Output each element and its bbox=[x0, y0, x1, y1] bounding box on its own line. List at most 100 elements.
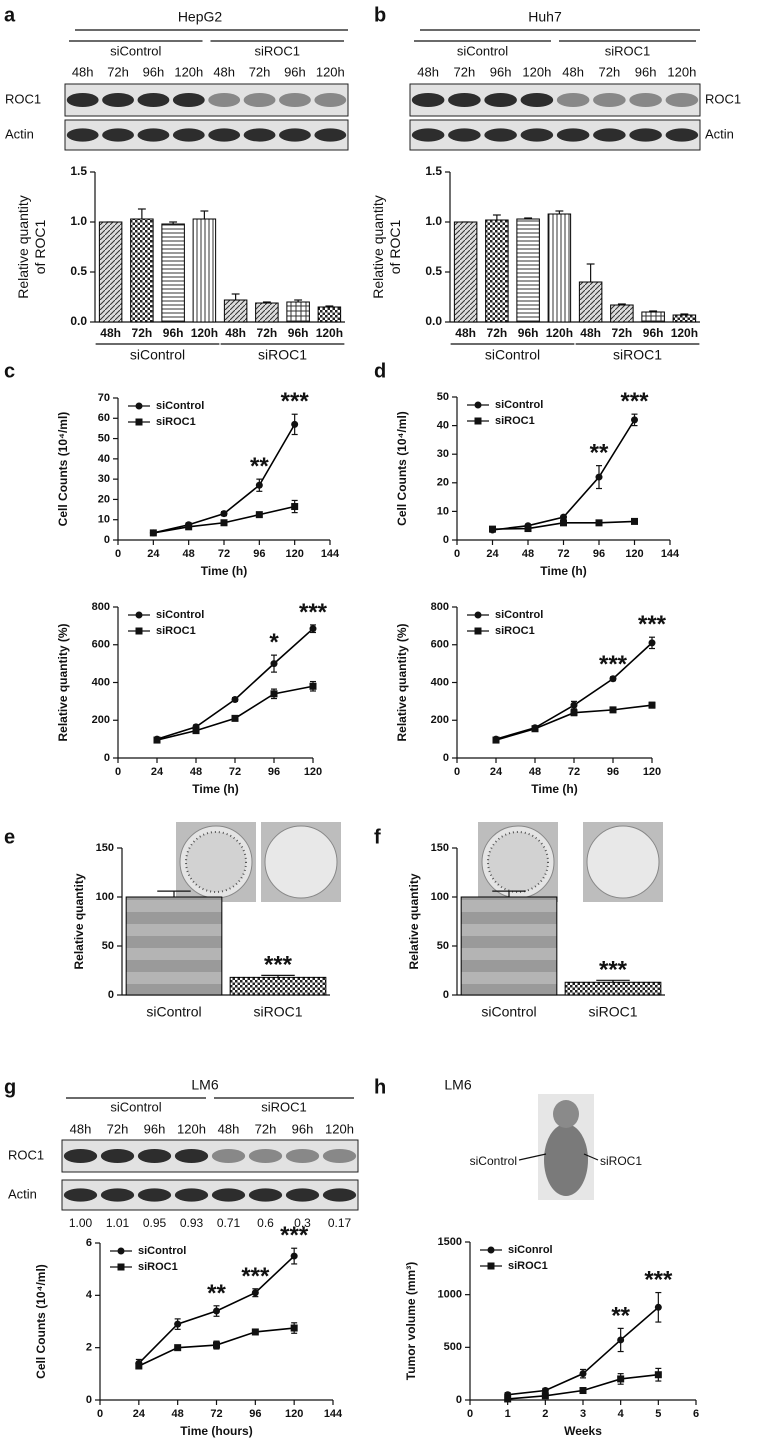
time-label: 72h bbox=[255, 1121, 277, 1136]
significance: *** bbox=[638, 611, 667, 638]
x-tick-label: 72 bbox=[229, 766, 241, 778]
blot-title: LM6 bbox=[191, 1077, 218, 1093]
x-tick-label: 0 bbox=[454, 548, 460, 560]
legend-marker bbox=[135, 611, 143, 619]
y-axis-label: Relative quantity bbox=[407, 873, 421, 969]
marker bbox=[541, 1387, 549, 1395]
time-label: 96h bbox=[490, 64, 512, 79]
legend-marker bbox=[117, 1247, 125, 1255]
x-tick-label: 72h bbox=[132, 326, 153, 340]
group-label: siROC1 bbox=[258, 347, 307, 363]
quantity-label: 0.95 bbox=[143, 1216, 167, 1230]
significance: *** bbox=[599, 651, 628, 678]
y-tick-label: 0.5 bbox=[425, 264, 442, 278]
quantity-label: 1.00 bbox=[69, 1216, 93, 1230]
marker bbox=[251, 1289, 259, 1297]
legend-marker bbox=[487, 1262, 495, 1270]
group-label: siROC1 bbox=[261, 1099, 307, 1114]
marker bbox=[524, 525, 532, 533]
marker bbox=[504, 1395, 512, 1403]
significance: * bbox=[269, 629, 279, 656]
group-label: siControl bbox=[457, 43, 508, 58]
bar bbox=[641, 311, 665, 323]
y-tick-label: 50 bbox=[98, 432, 110, 444]
y-tick-label: 800 bbox=[92, 601, 110, 613]
marker bbox=[617, 1336, 625, 1344]
band bbox=[556, 92, 590, 108]
y-tick-label: 2 bbox=[86, 1342, 92, 1354]
x-tick-label: 48h bbox=[455, 326, 476, 340]
band bbox=[285, 1148, 320, 1164]
marker bbox=[631, 517, 638, 525]
legend-label: siROC1 bbox=[156, 625, 196, 637]
legend-marker bbox=[474, 611, 482, 619]
x-tick-label: 4 bbox=[618, 1408, 625, 1420]
y-axis-label: of ROC1 bbox=[387, 220, 403, 275]
panel-label: h bbox=[374, 1076, 386, 1098]
y-tick-label: 50 bbox=[102, 940, 114, 952]
x-tick-label: 120h bbox=[191, 326, 218, 340]
panel-label: b bbox=[374, 4, 386, 26]
bar bbox=[547, 213, 572, 323]
x-tick-label: 120 bbox=[285, 548, 303, 560]
band bbox=[629, 92, 662, 108]
significance: *** bbox=[599, 956, 628, 983]
marker bbox=[492, 736, 500, 744]
y-tick-label: 6 bbox=[86, 1237, 92, 1249]
legend-label: siROC1 bbox=[508, 1260, 548, 1272]
x-axis-label: Time (h) bbox=[192, 782, 238, 796]
time-label: 120h bbox=[667, 64, 696, 79]
x-tick-label: 48 bbox=[522, 548, 534, 560]
row-label: Actin bbox=[705, 126, 734, 141]
time-label: 48h bbox=[213, 64, 235, 79]
y-tick-label: 1.5 bbox=[425, 164, 442, 178]
y-tick-label: 0.0 bbox=[70, 314, 87, 328]
marker bbox=[291, 503, 299, 511]
y-tick-label: 600 bbox=[431, 639, 449, 651]
x-axis-label: Time (h) bbox=[540, 564, 586, 578]
band bbox=[174, 1188, 209, 1202]
x-tick-label: 96h bbox=[163, 326, 184, 340]
arrow bbox=[583, 1153, 599, 1161]
y-tick-label: 0 bbox=[443, 989, 449, 1001]
band bbox=[172, 92, 205, 108]
y-tick-label: 800 bbox=[431, 601, 449, 613]
y-axis-label: Tumor volume (mm³) bbox=[404, 1262, 418, 1380]
x-tick-label: 1 bbox=[505, 1408, 511, 1420]
time-label: 72h bbox=[107, 1121, 129, 1136]
marker bbox=[255, 481, 263, 489]
band bbox=[137, 1148, 172, 1164]
x-tick-label: 2 bbox=[542, 1408, 548, 1420]
y-tick-label: 400 bbox=[431, 676, 449, 688]
time-label: 48h bbox=[218, 1121, 240, 1136]
time-label: 48h bbox=[70, 1121, 92, 1136]
band bbox=[248, 1148, 283, 1164]
group-label: siROC1 bbox=[254, 43, 300, 58]
marker bbox=[174, 1344, 182, 1352]
quantity-label: 0.17 bbox=[328, 1216, 352, 1230]
time-label: 120h bbox=[522, 64, 551, 79]
y-tick-label: 40 bbox=[437, 420, 449, 432]
group-label: siROC1 bbox=[605, 43, 651, 58]
band bbox=[66, 92, 99, 108]
significance: ** bbox=[207, 1280, 226, 1307]
bar bbox=[223, 299, 248, 323]
y-tick-label: 10 bbox=[98, 514, 110, 526]
band bbox=[66, 128, 99, 142]
x-tick-label: 72h bbox=[612, 326, 633, 340]
band bbox=[593, 128, 626, 142]
mouse-image: LM6 siControl siROC1 bbox=[444, 1077, 642, 1200]
x-tick-label: 96h bbox=[643, 326, 664, 340]
band bbox=[593, 92, 626, 108]
band bbox=[665, 92, 699, 108]
arrow bbox=[518, 1153, 547, 1161]
y-tick-label: 40 bbox=[98, 453, 110, 465]
band bbox=[63, 1148, 98, 1164]
row-label: ROC1 bbox=[5, 91, 41, 106]
row-label: Actin bbox=[5, 126, 34, 141]
x-tick-label: 48 bbox=[183, 548, 195, 560]
legend-label: siControl bbox=[156, 400, 204, 412]
bar bbox=[516, 218, 540, 323]
x-tick-label: 96h bbox=[518, 326, 539, 340]
y-tick-label: 200 bbox=[92, 714, 110, 726]
